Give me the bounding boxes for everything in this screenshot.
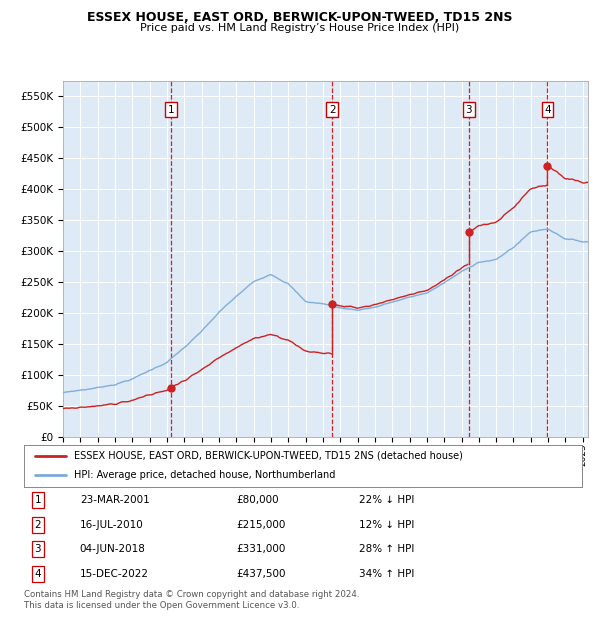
Text: ESSEX HOUSE, EAST ORD, BERWICK-UPON-TWEED, TD15 2NS (detached house): ESSEX HOUSE, EAST ORD, BERWICK-UPON-TWEE… xyxy=(74,451,463,461)
Text: Contains HM Land Registry data © Crown copyright and database right 2024.
This d: Contains HM Land Registry data © Crown c… xyxy=(24,590,359,609)
Text: 4: 4 xyxy=(544,105,551,115)
Text: 34% ↑ HPI: 34% ↑ HPI xyxy=(359,569,414,578)
Text: £80,000: £80,000 xyxy=(236,495,278,505)
Text: 16-JUL-2010: 16-JUL-2010 xyxy=(80,520,143,529)
Text: 15-DEC-2022: 15-DEC-2022 xyxy=(80,569,149,578)
Text: 3: 3 xyxy=(466,105,472,115)
Text: 22% ↓ HPI: 22% ↓ HPI xyxy=(359,495,414,505)
Text: HPI: Average price, detached house, Northumberland: HPI: Average price, detached house, Nort… xyxy=(74,471,335,480)
Text: 3: 3 xyxy=(35,544,41,554)
Text: 1: 1 xyxy=(167,105,174,115)
Text: 2: 2 xyxy=(329,105,335,115)
Text: ESSEX HOUSE, EAST ORD, BERWICK-UPON-TWEED, TD15 2NS: ESSEX HOUSE, EAST ORD, BERWICK-UPON-TWEE… xyxy=(87,11,513,24)
Text: 12% ↓ HPI: 12% ↓ HPI xyxy=(359,520,414,529)
Text: 2: 2 xyxy=(35,520,41,529)
Text: £437,500: £437,500 xyxy=(236,569,286,578)
Text: £215,000: £215,000 xyxy=(236,520,286,529)
Text: 4: 4 xyxy=(35,569,41,578)
Text: 23-MAR-2001: 23-MAR-2001 xyxy=(80,495,149,505)
Text: Price paid vs. HM Land Registry’s House Price Index (HPI): Price paid vs. HM Land Registry’s House … xyxy=(140,23,460,33)
Text: 28% ↑ HPI: 28% ↑ HPI xyxy=(359,544,414,554)
Text: 04-JUN-2018: 04-JUN-2018 xyxy=(80,544,146,554)
Text: 1: 1 xyxy=(35,495,41,505)
Text: £331,000: £331,000 xyxy=(236,544,286,554)
